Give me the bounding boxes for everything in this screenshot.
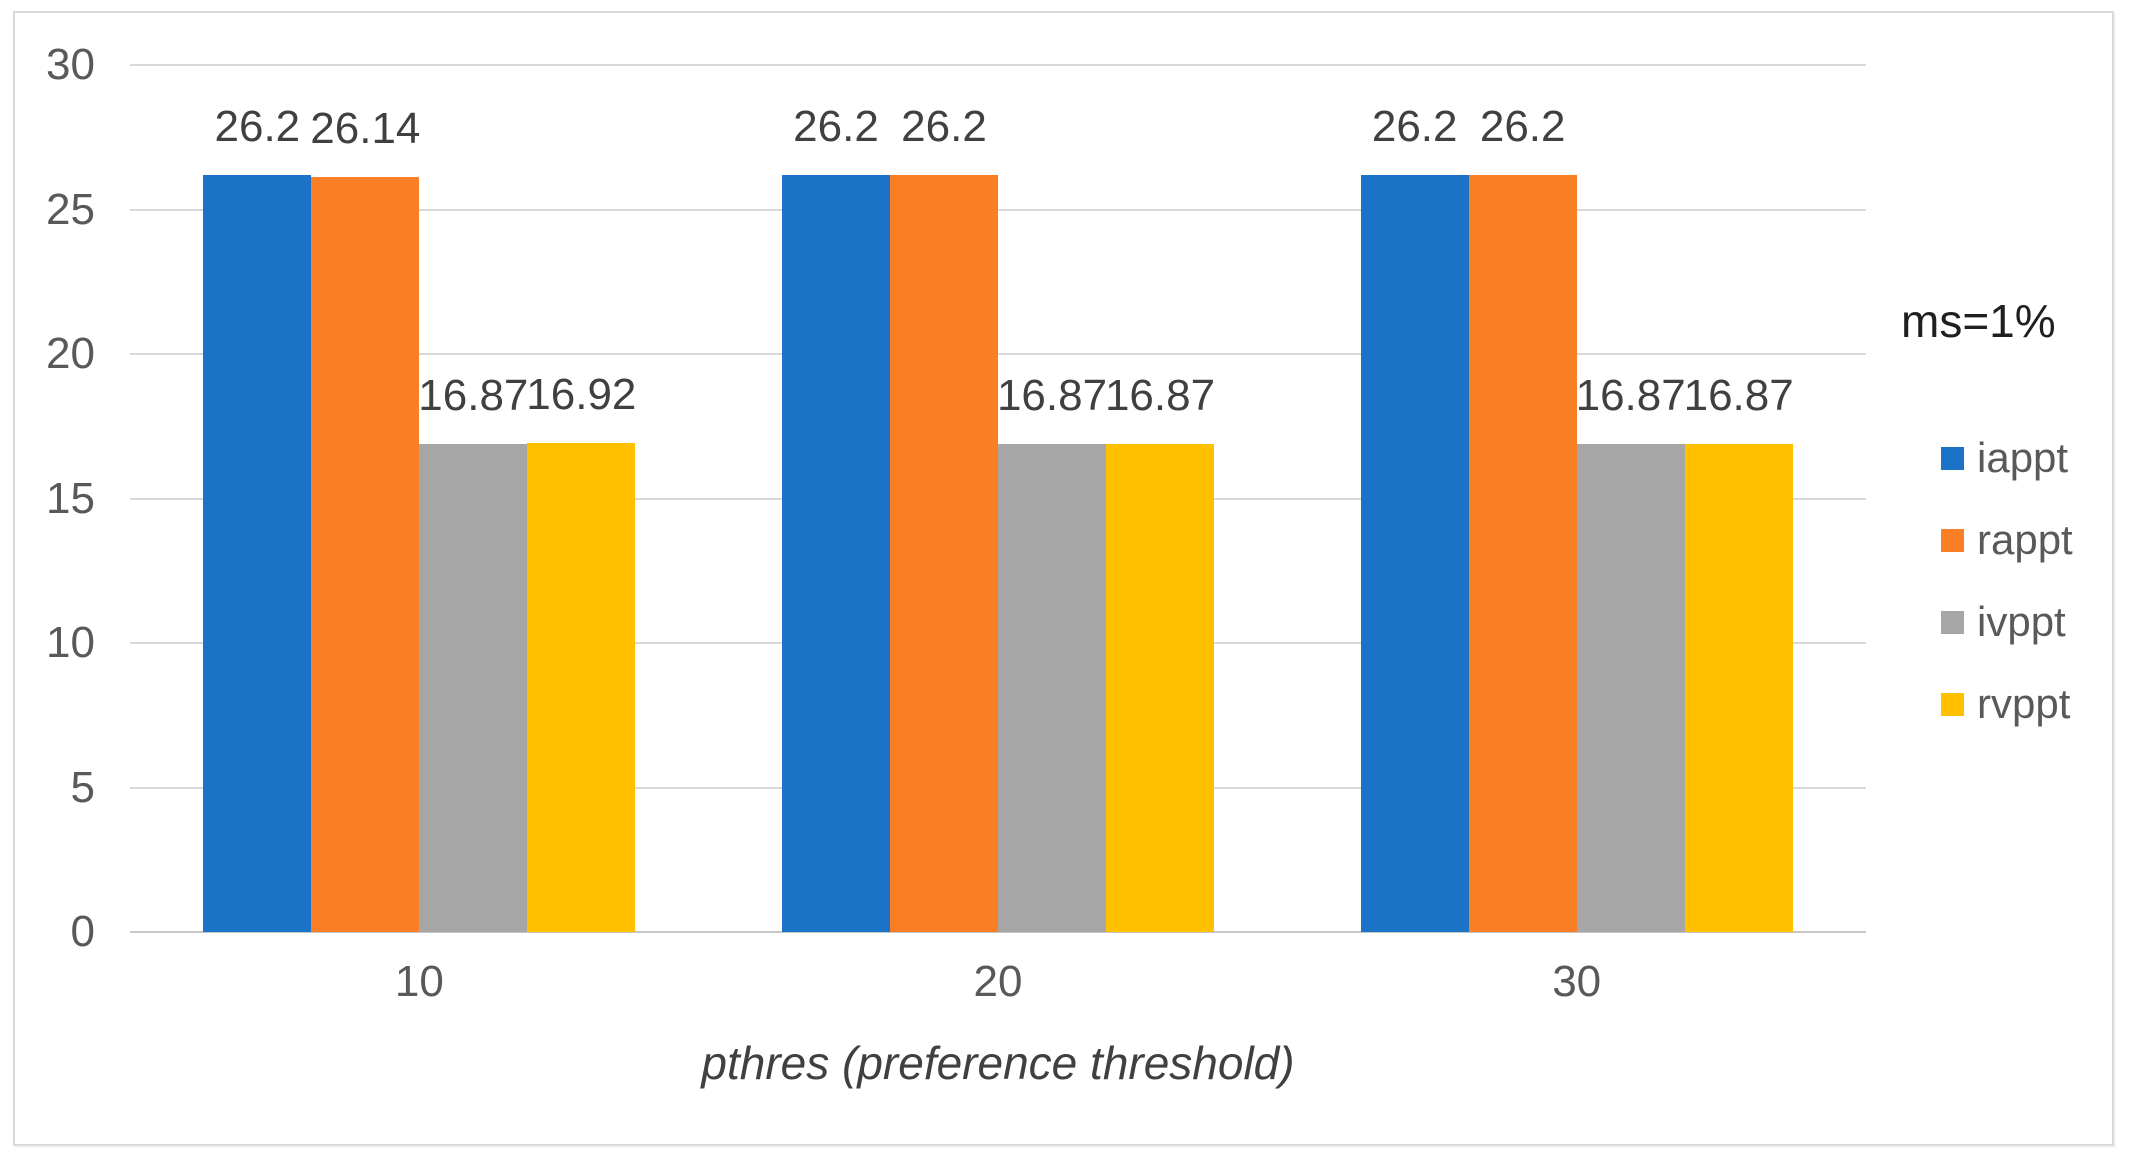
- gridline-30: [130, 64, 1866, 66]
- x-tick-label-30: 30: [1552, 957, 1602, 1006]
- legend-item-rappt: rappt: [1941, 516, 2073, 564]
- data-label-iappt-10: 26.2: [214, 102, 301, 151]
- bar-iappt-30: 26.2: [1360, 103, 1469, 932]
- gridline-0: [130, 931, 1866, 933]
- x-tick-label-20: 20: [973, 957, 1023, 1006]
- bar-rvppt-20: 16.87: [1105, 372, 1215, 932]
- x-tick-label-10: 10: [394, 957, 444, 1006]
- y-tick-label-10: 10: [46, 618, 95, 667]
- legend-label-ivppt: ivppt: [1977, 598, 2066, 645]
- bar-iappt-10: 26.2: [203, 103, 312, 932]
- y-tick-label-25: 25: [46, 184, 95, 234]
- bar-rappt-10: 26.14: [310, 105, 420, 932]
- bar-group-10: 26.2 26.14 16.87 16.92: [130, 65, 709, 932]
- bar-rappt-20: 26.2: [890, 103, 998, 932]
- legend-swatch-rvppt: [1941, 692, 1964, 716]
- y-tick-label-5: 5: [70, 762, 95, 812]
- legend-swatch-iappt: [1941, 446, 1964, 470]
- data-label-ivppt-10: 16.87: [418, 371, 529, 420]
- data-label-rvppt-30: 16.87: [1683, 371, 1794, 420]
- data-label-rvppt-10: 16.92: [526, 370, 637, 419]
- bar-ivppt-30: 16.87: [1576, 372, 1686, 932]
- bar-rvppt-30: 16.87: [1684, 372, 1794, 932]
- x-axis-tick-labels: 10 20 30: [130, 956, 1866, 1008]
- legend-label-iappt: iappt: [1977, 434, 2069, 481]
- y-tick-label-15: 15: [46, 473, 95, 523]
- chart-border: [13, 11, 2114, 1146]
- bar-iappt-20: 26.2: [782, 103, 890, 932]
- data-label-rappt-10: 26.14: [310, 104, 421, 153]
- gridline-25: [130, 208, 1866, 211]
- legend-item-rvppt: rvppt: [1941, 680, 2073, 728]
- bar-group-20: 26.2 26.2 16.87 16.87: [709, 65, 1288, 932]
- data-label-rvppt-20: 16.87: [1104, 371, 1216, 420]
- legend-swatch-rappt: [1941, 528, 1964, 552]
- legend-label-rvppt: rvppt: [1977, 680, 2071, 727]
- data-label-iappt-30: 26.2: [1371, 102, 1458, 151]
- x-axis-title: pthres (preference threshold): [701, 1037, 1295, 1089]
- bar-groups: 26.2 26.14 16.87 16.92 26.2 26.2 16.87 16.87 26.…: [130, 65, 1866, 932]
- data-label-rappt-30: 26.2: [1479, 102, 1566, 151]
- legend: iappt rappt ivppt rvppt: [1941, 434, 2073, 762]
- bar-ivppt-10: 16.87: [418, 372, 528, 932]
- y-tick-label-0: 0: [70, 907, 95, 956]
- legend-item-iappt: iappt: [1941, 434, 2073, 482]
- legend-swatch-ivppt: [1941, 610, 1964, 634]
- gridline-20: [130, 353, 1866, 355]
- y-tick-label-30: 30: [46, 40, 95, 89]
- legend-item-ivppt: ivppt: [1941, 598, 2073, 646]
- y-tick-label-20: 20: [46, 329, 95, 378]
- bar-group-30: 26.2 26.2 16.87 16.87: [1287, 65, 1866, 932]
- bar-ivppt-20: 16.87: [997, 372, 1107, 932]
- bar-rappt-30: 26.2: [1468, 103, 1577, 932]
- legend-label-rappt: rappt: [1977, 516, 2073, 563]
- data-label-iappt-20: 26.2: [793, 102, 879, 151]
- plot-area: 26.2 26.14 16.87 16.92 26.2 26.2 16.87 16.87 26.…: [130, 64, 1866, 933]
- data-label-ivppt-20: 16.87: [996, 371, 1108, 420]
- bar-rvppt-10: 16.92: [526, 371, 636, 932]
- legend-title: ms=1%: [1901, 295, 2056, 347]
- data-label-ivppt-30: 16.87: [1575, 371, 1686, 420]
- data-label-rappt-20: 26.2: [901, 102, 987, 151]
